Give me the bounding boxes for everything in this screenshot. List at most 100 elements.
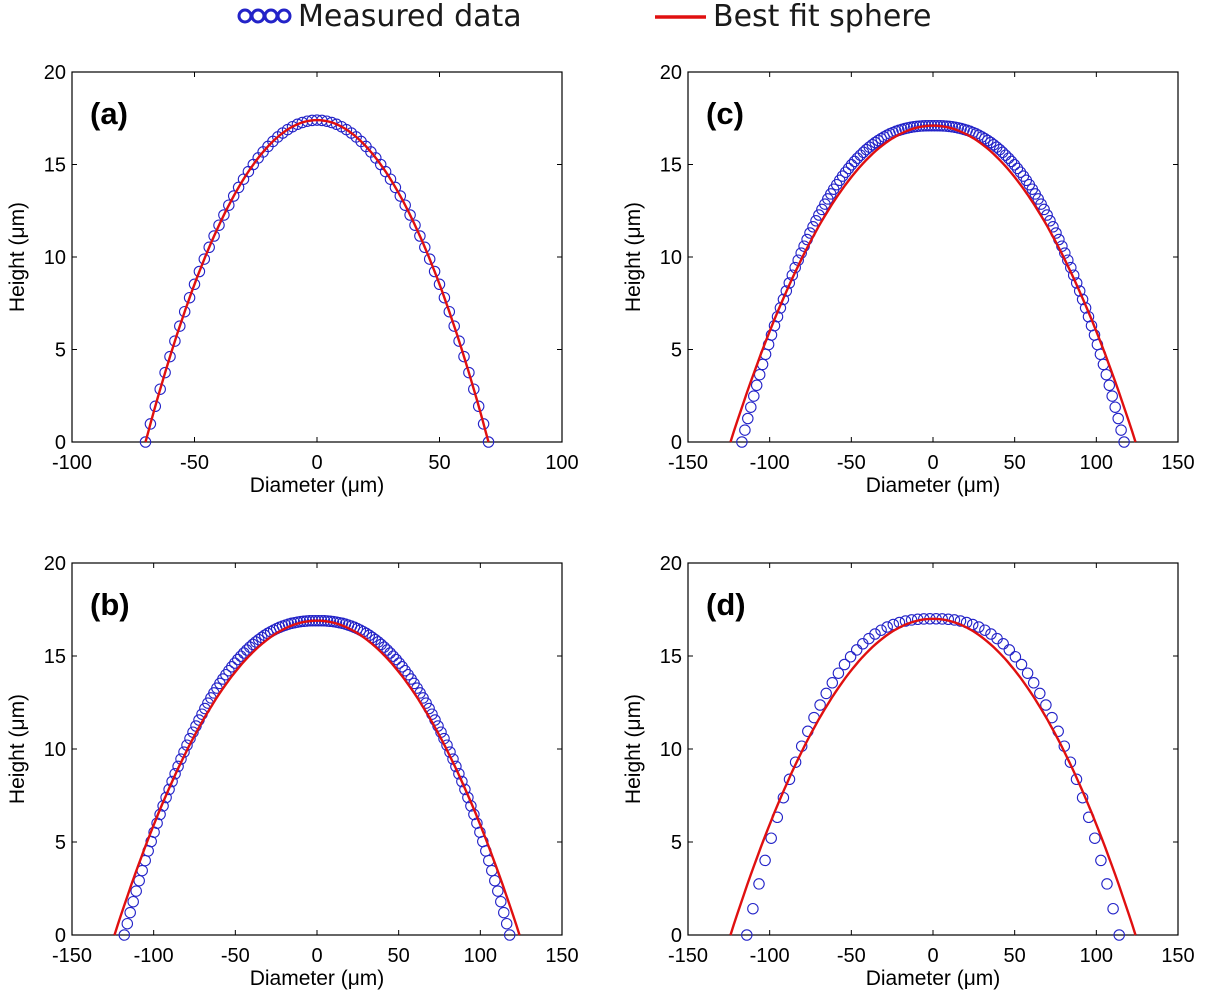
data-point	[453, 768, 465, 780]
fit-curve	[729, 617, 1137, 936]
data-point	[1003, 644, 1016, 656]
data-point	[433, 278, 446, 291]
x-tick-label: -50	[221, 945, 250, 967]
fit-curve	[144, 118, 490, 443]
data-point	[226, 661, 238, 673]
data-point	[325, 116, 338, 129]
data-point	[1112, 412, 1124, 425]
data-point	[1115, 424, 1127, 436]
y-tick-label: 20	[44, 62, 66, 84]
data-point	[1109, 401, 1121, 413]
data-point	[232, 653, 244, 666]
data-point	[1103, 379, 1116, 392]
data-point	[1009, 651, 1022, 663]
data-point	[393, 657, 405, 669]
data-point	[468, 383, 480, 395]
data-point	[220, 668, 232, 681]
data-point	[378, 641, 390, 653]
data-point	[748, 390, 760, 402]
data-point	[739, 424, 751, 436]
data-point	[869, 628, 881, 640]
data-point	[842, 162, 855, 175]
x-tick-label: -50	[837, 945, 866, 967]
x-tick-label: -100	[750, 452, 790, 474]
data-point	[783, 773, 796, 786]
data-point	[839, 166, 852, 178]
data-point	[459, 783, 471, 796]
data-point	[203, 241, 215, 254]
data-point	[252, 633, 265, 646]
legend-measured-label: Measured data	[298, 0, 522, 34]
data-point	[208, 230, 220, 242]
y-tick-label: 10	[44, 739, 66, 761]
data-point	[183, 291, 196, 304]
plot-frame	[71, 562, 563, 936]
x-tick-label: 100	[464, 945, 497, 967]
data-point	[836, 170, 849, 182]
y-axis-label: Height (μm)	[622, 202, 645, 312]
data-point	[814, 699, 826, 711]
data-point	[996, 146, 1009, 159]
x-axis-label: Diameter (μm)	[866, 967, 1001, 990]
legend-measured-marker	[237, 8, 292, 24]
data-point	[747, 902, 759, 915]
chart-panel: -150 -100 -50 0 50 100 150 0 5 10 15 20 Diameter (μm…	[622, 62, 1195, 497]
data-point	[448, 320, 460, 332]
x-tick-label: 0	[311, 945, 322, 967]
data-point	[399, 664, 411, 677]
x-tick-label: -50	[180, 452, 209, 474]
data-point	[832, 667, 845, 679]
data-point	[838, 658, 851, 671]
legend: Measured data Best fit sphere	[237, 0, 931, 34]
data-point	[130, 885, 142, 897]
data-point	[394, 190, 407, 202]
data-point	[976, 131, 988, 143]
y-tick-label: 20	[660, 62, 682, 84]
data-point	[1005, 155, 1018, 168]
data-point	[745, 401, 757, 413]
x-tick-label: 150	[545, 945, 578, 967]
data-point	[844, 651, 857, 663]
data-point	[178, 305, 191, 318]
data-point	[193, 265, 206, 278]
y-tick-label: 5	[671, 832, 682, 854]
y-tick-label: 15	[660, 646, 682, 668]
data-point	[227, 190, 240, 202]
data-point	[1027, 677, 1040, 689]
data-point	[985, 136, 997, 149]
data-point	[999, 149, 1012, 161]
data-point	[875, 132, 887, 145]
data-point	[780, 285, 793, 297]
data-point	[169, 768, 181, 780]
data-point	[492, 885, 504, 897]
data-point	[1064, 756, 1077, 768]
x-tick-label: 50	[388, 945, 410, 967]
data-point	[414, 230, 426, 242]
x-tick-label: -100	[134, 945, 174, 967]
plot-frame	[687, 71, 1179, 443]
data-point	[736, 436, 748, 448]
data-point	[389, 181, 402, 194]
data-point	[218, 209, 230, 221]
x-tick-label: 100	[1080, 452, 1113, 474]
x-tick-label: 50	[1004, 452, 1026, 474]
data-point	[118, 929, 131, 941]
data-point	[456, 775, 468, 788]
data-point	[213, 219, 225, 231]
panel-label: (c)	[706, 96, 744, 131]
data-point	[163, 783, 175, 796]
y-tick-label: 5	[671, 340, 682, 362]
data-point	[174, 320, 186, 332]
x-tick-label: -150	[668, 945, 708, 967]
data-point	[223, 664, 235, 677]
y-tick-label: 5	[55, 832, 66, 854]
y-tick-label: 20	[660, 553, 682, 575]
chart-panel: -150 -100 -50 0 50 100 150 0 5 10 15 20 Diameter (μm…	[6, 553, 579, 990]
data-point	[848, 155, 861, 168]
data-point	[869, 136, 881, 149]
data-point	[1015, 658, 1028, 671]
data-point	[159, 366, 171, 379]
data-point	[387, 650, 399, 662]
chart-panel: -100 -50 0 50 100 0 5 10 15 20 Diameter (μm) Height…	[6, 62, 579, 497]
